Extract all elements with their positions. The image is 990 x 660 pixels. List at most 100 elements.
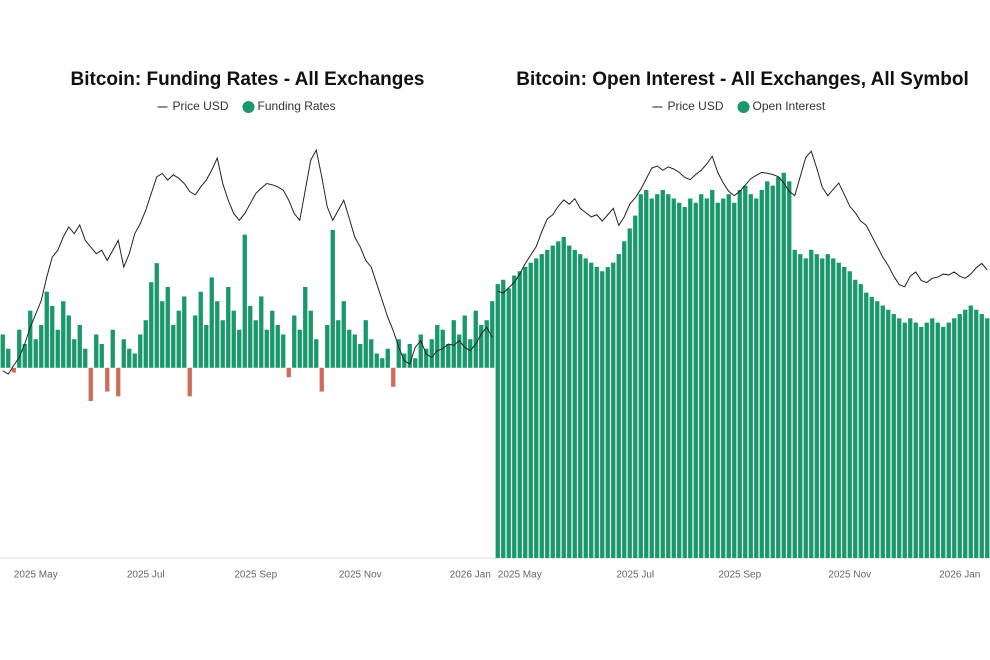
- bar: [39, 324, 44, 368]
- bar: [655, 194, 660, 558]
- x-tick-label: 2025 Jul: [616, 570, 654, 581]
- bar: [660, 189, 665, 559]
- bar: [143, 320, 148, 368]
- x-tick-label: 2025 May: [498, 570, 542, 581]
- price-line: [497, 150, 988, 294]
- bar: [242, 234, 247, 368]
- bar: [127, 348, 132, 368]
- bar: [858, 284, 863, 558]
- x-tick-label: 2025 Sep: [234, 570, 277, 581]
- bar: [831, 258, 836, 558]
- bar: [699, 194, 704, 558]
- bar: [825, 254, 830, 558]
- bar: [836, 262, 841, 558]
- bar: [154, 263, 159, 368]
- bar: [770, 185, 775, 558]
- bar: [600, 271, 605, 558]
- bar: [594, 266, 599, 558]
- bar: [864, 292, 869, 558]
- legend-label: Funding Rates: [258, 99, 336, 113]
- x-tick-label: 2026 Jan: [450, 570, 491, 581]
- bar: [270, 310, 275, 368]
- bar: [462, 315, 467, 368]
- bar: [83, 348, 88, 368]
- bar: [237, 329, 242, 368]
- bar: [539, 254, 544, 558]
- bar: [99, 344, 104, 368]
- legend-label: Open Interest: [753, 99, 826, 113]
- bar: [407, 344, 412, 368]
- bar: [358, 344, 363, 368]
- bar: [319, 367, 324, 392]
- bar: [677, 202, 682, 558]
- bar: [501, 279, 506, 558]
- bar: [209, 277, 214, 368]
- bar: [204, 324, 209, 368]
- bar: [633, 215, 638, 558]
- bar: [682, 207, 687, 559]
- bar: [534, 258, 539, 558]
- bar: [616, 254, 621, 558]
- bar: [314, 339, 319, 368]
- bar: [853, 279, 858, 558]
- bar: [578, 254, 583, 558]
- bar: [869, 296, 874, 558]
- bar: [957, 314, 962, 558]
- bar: [556, 241, 561, 558]
- bar: [715, 202, 720, 558]
- bar: [787, 181, 792, 559]
- bar: [50, 305, 55, 368]
- bar: [974, 309, 979, 558]
- bar: [847, 271, 852, 558]
- bar: [814, 254, 819, 558]
- bar: [946, 322, 951, 558]
- bar: [754, 198, 759, 559]
- chart-title: Bitcoin: Open Interest - All Exchanges, …: [516, 69, 969, 90]
- bar: [561, 237, 566, 558]
- bar: [880, 305, 885, 558]
- bar: [798, 254, 803, 558]
- bar: [985, 318, 990, 558]
- bar: [11, 367, 16, 373]
- bar: [952, 318, 957, 558]
- bar: [281, 334, 286, 368]
- bar: [385, 348, 390, 368]
- bar: [22, 344, 27, 368]
- bar: [759, 189, 764, 559]
- bar: [88, 367, 93, 402]
- bar: [6, 348, 11, 368]
- bar: [446, 344, 451, 368]
- bar: [704, 198, 709, 559]
- bar: [182, 296, 187, 368]
- bar: [160, 301, 165, 368]
- bar: [468, 339, 473, 368]
- bar: [638, 194, 643, 558]
- bar: [264, 329, 269, 368]
- bar: [396, 339, 401, 368]
- bar: [226, 286, 231, 368]
- bar: [572, 249, 577, 558]
- bar: [341, 301, 346, 368]
- bar: [710, 189, 715, 559]
- bar: [424, 348, 429, 368]
- bar: [132, 353, 137, 368]
- bar: [138, 334, 143, 368]
- bar: [259, 296, 264, 368]
- bar: [886, 309, 891, 558]
- bar: [506, 288, 511, 558]
- bar: [121, 339, 126, 368]
- bar: [286, 367, 291, 378]
- bar: [809, 249, 814, 558]
- bar: [429, 339, 434, 368]
- bar: [105, 367, 110, 392]
- bar: [33, 339, 38, 368]
- bar: [611, 262, 616, 558]
- bar: [649, 198, 654, 559]
- bar: [116, 367, 121, 397]
- bar: [248, 305, 253, 368]
- bar: [215, 301, 220, 368]
- bar: [490, 301, 495, 368]
- bar: [792, 249, 797, 558]
- x-tick-label: 2025 Sep: [718, 570, 761, 581]
